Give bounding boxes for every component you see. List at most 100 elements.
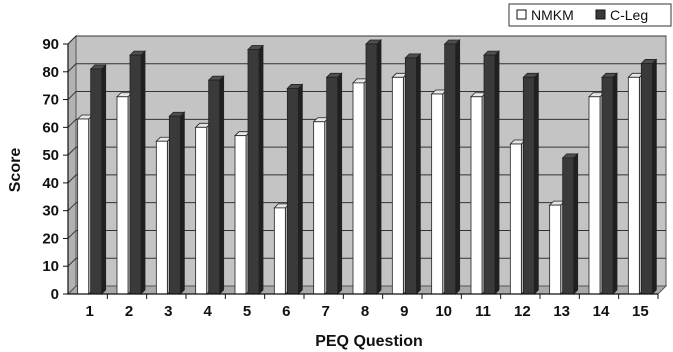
bar-c-leg-q12 bbox=[522, 72, 540, 295]
bar-c-leg-q14-front bbox=[601, 76, 614, 295]
bar-nmkm-q1-front bbox=[77, 118, 90, 295]
bar-c-leg-q13-front bbox=[562, 157, 575, 295]
bar-c-leg-q3-side bbox=[179, 111, 185, 295]
bar-c-leg-q1-side bbox=[101, 64, 107, 295]
x-tick-label: 11 bbox=[475, 303, 491, 320]
y-tick-label: 90 bbox=[42, 36, 59, 53]
bar-c-leg-q13 bbox=[561, 152, 579, 295]
bar-c-leg-q10 bbox=[443, 39, 461, 295]
bar-c-leg-q10-side bbox=[455, 39, 461, 295]
x-axis-title: PEQ Question bbox=[315, 333, 423, 350]
legend-swatch-nmkm bbox=[516, 9, 527, 20]
gridline-diagonal bbox=[67, 35, 77, 45]
gridline-diagonal bbox=[67, 63, 77, 73]
bar-nmkm-q10-front bbox=[431, 93, 444, 295]
bar-c-leg-q5-side bbox=[258, 44, 264, 295]
bar-c-leg-q1 bbox=[89, 64, 107, 295]
plot-side-wall bbox=[67, 34, 77, 296]
bar-c-leg-q2-front bbox=[129, 54, 142, 295]
legend-box bbox=[508, 3, 672, 27]
x-tick-label: 14 bbox=[593, 303, 610, 320]
bar-nmkm-q9-front bbox=[391, 76, 404, 295]
legend: NMKM C-Leg bbox=[508, 3, 672, 27]
y-tick-labels: 0 10 20 30 40 50 60 70 80 90 bbox=[42, 36, 59, 303]
bar-c-leg-q12-front bbox=[522, 76, 535, 295]
gridline-diagonal bbox=[67, 118, 77, 128]
bar-c-leg-q5 bbox=[247, 44, 264, 295]
y-tick-label: 0 bbox=[51, 286, 59, 303]
y-tick-label: 70 bbox=[42, 92, 59, 109]
bar-c-leg-q15-front bbox=[640, 63, 653, 295]
bar-nmkm-q11-front bbox=[470, 96, 483, 295]
bar-c-leg-q8-side bbox=[376, 39, 382, 295]
bar-c-leg-q12-side bbox=[533, 72, 539, 295]
bar-c-leg-q15 bbox=[640, 58, 658, 295]
y-axis-title: Score bbox=[7, 148, 24, 193]
legend-swatch-c-leg bbox=[595, 9, 606, 20]
x-tick-label: 13 bbox=[553, 303, 570, 320]
bar-c-leg-q3 bbox=[168, 111, 186, 295]
x-tick-labels: 1 2 3 4 5 6 7 8 9 10 11 12 13 14 15 bbox=[85, 294, 659, 320]
bar-c-leg-q9-side bbox=[415, 52, 421, 295]
x-tick-label: 4 bbox=[203, 303, 212, 320]
bar-c-leg-q6-side bbox=[297, 83, 303, 295]
bar-c-leg-q2 bbox=[129, 50, 146, 295]
x-tick-label: 7 bbox=[321, 303, 329, 320]
bar-c-leg-q9 bbox=[404, 52, 422, 295]
bar-c-leg-q13-side bbox=[573, 152, 579, 295]
y-tick-label: 60 bbox=[42, 119, 59, 136]
y-tick-label: 30 bbox=[42, 203, 59, 220]
bar-c-leg-q15-side bbox=[651, 58, 657, 295]
bar-nmkm-q15-front bbox=[627, 76, 640, 295]
bar-c-leg-q1-front bbox=[90, 68, 103, 295]
x-tick-label: 2 bbox=[125, 303, 133, 320]
x-tick-label: 6 bbox=[282, 303, 290, 320]
y-tick-label: 80 bbox=[42, 64, 59, 81]
bar-nmkm-q12-front bbox=[509, 143, 522, 295]
x-tick-label: 12 bbox=[514, 303, 531, 320]
x-tick-label: 15 bbox=[632, 303, 649, 320]
bar-c-leg-q9-front bbox=[404, 57, 417, 295]
bar-nmkm-q8-front bbox=[352, 82, 365, 295]
x-tick-label: 10 bbox=[435, 303, 452, 320]
gridline-diagonal bbox=[67, 146, 77, 156]
bar-c-leg-q5-front bbox=[247, 49, 260, 295]
gridline-diagonal bbox=[67, 174, 77, 184]
bar-c-leg-q7-front bbox=[326, 76, 339, 295]
y-tick-label: 40 bbox=[42, 175, 59, 192]
bar-c-leg-q11-front bbox=[483, 54, 496, 295]
x-tick-label: 5 bbox=[243, 303, 251, 320]
bar-c-leg-q6-front bbox=[286, 88, 299, 295]
bar-c-leg-q4-front bbox=[208, 79, 221, 295]
bars bbox=[76, 39, 658, 295]
gridline-diagonal bbox=[67, 230, 77, 239]
bar-c-leg-q14 bbox=[601, 72, 618, 295]
bar-c-leg-q7-side bbox=[337, 72, 343, 295]
gridline-diagonal bbox=[67, 202, 77, 212]
x-tick-label: 9 bbox=[400, 303, 408, 320]
y-tick-label: 10 bbox=[42, 258, 59, 275]
bar-c-leg-q4-side bbox=[219, 75, 225, 295]
bar-c-leg-q8 bbox=[365, 39, 382, 295]
x-tick-label: 3 bbox=[164, 303, 172, 320]
bar-c-leg-q11-side bbox=[494, 50, 500, 295]
x-tick-label: 1 bbox=[85, 303, 93, 320]
bar-c-leg-q14-side bbox=[612, 72, 618, 295]
bar-c-leg-q4 bbox=[207, 75, 225, 295]
x-tick-label: 8 bbox=[361, 303, 369, 320]
bar-nmkm-q4-front bbox=[195, 126, 208, 295]
y-tick-label: 50 bbox=[42, 147, 59, 164]
y-tick-label: 20 bbox=[42, 230, 59, 247]
bar-c-leg-q10-front bbox=[444, 43, 457, 295]
bar-c-leg-q7 bbox=[325, 72, 343, 295]
bar-nmkm-q13-front bbox=[549, 204, 562, 295]
bar-nmkm-q2-front bbox=[116, 96, 129, 295]
bar-nmkm-q14-front bbox=[588, 96, 601, 295]
bar-nmkm-q7-front bbox=[313, 121, 326, 295]
bar-nmkm-q6-front bbox=[273, 207, 286, 295]
gridline-diagonal bbox=[67, 257, 77, 267]
bar-c-leg-q3-front bbox=[168, 115, 181, 295]
bar-nmkm-q5-front bbox=[234, 135, 247, 295]
axes bbox=[67, 44, 658, 295]
